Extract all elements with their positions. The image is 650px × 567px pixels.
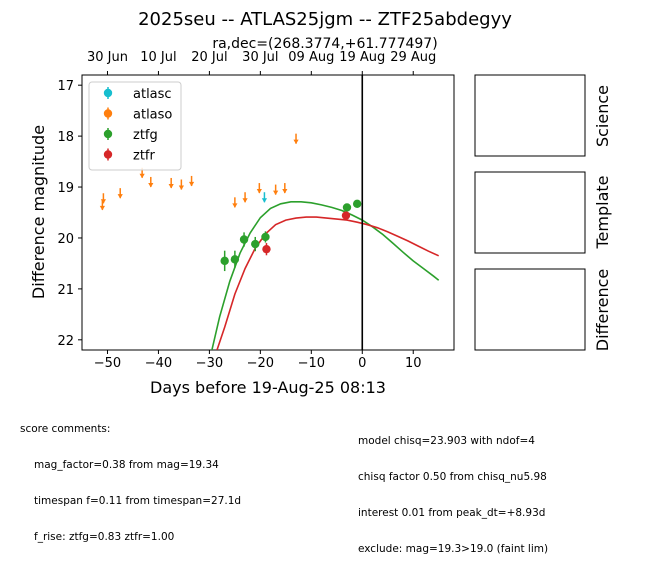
y-tick-label: 17 — [57, 79, 74, 94]
top-tick-label: 30 Jun — [87, 50, 128, 65]
light-curve-figure: 2025seu -- ATLAS25jgm -- ZTF25abdegyy ra… — [29, 9, 612, 397]
y-axis-ticks: 17 18 19 20 21 22 — [57, 79, 82, 349]
atlaso-upper-limit — [256, 183, 262, 194]
comment-line: chisq factor 0.50 from chisq_nu5.98 — [358, 471, 547, 483]
legend: atlasc atlaso ztfg ztfr — [88, 81, 182, 171]
comment-line: exclude: mag=19.3>19.0 (faint lim) — [358, 543, 549, 555]
x-tick-label: −10 — [298, 356, 325, 371]
difference-label: Difference — [593, 269, 612, 351]
top-tick-label: 10 Jul — [140, 50, 176, 65]
x-axis-label: Days before 19-Aug-25 08:13 — [150, 378, 386, 397]
model-curve-1 — [216, 216, 440, 350]
ztfr-point — [262, 243, 271, 256]
atlaso-upper-limit — [168, 177, 174, 189]
x-tick-label: −30 — [196, 356, 223, 371]
comment-line: model chisq=23.903 with ndof=4 — [358, 435, 535, 447]
legend-entry: ztfr — [103, 148, 155, 164]
score-comments: score comments: mag_factor=0.38 from mag… — [20, 399, 241, 555]
atlaso-upper-limit — [100, 193, 107, 204]
atlaso-upper-limit — [293, 133, 299, 145]
legend-label: ztfg — [133, 128, 158, 143]
ztfg-point — [239, 232, 249, 247]
x-tick-label: 10 — [405, 356, 422, 371]
model-curves — [211, 201, 440, 350]
y-tick-label: 19 — [57, 181, 74, 196]
legend-box — [88, 81, 182, 171]
y-tick-label: 20 — [57, 232, 74, 247]
y-tick-label: 21 — [57, 283, 74, 298]
chart-subtitle: ra,dec=(268.3774,+61.777497) — [212, 36, 437, 52]
legend-marker — [103, 88, 113, 98]
legend-entry: ztfg — [103, 128, 158, 143]
legend-entry: atlasc — [103, 87, 172, 102]
atlaso-upper-limit — [282, 183, 288, 194]
y-axis-label: Difference magnitude — [29, 125, 48, 299]
y-tick-label: 22 — [57, 334, 74, 349]
x-tick-label: −20 — [247, 356, 274, 371]
atlaso-upper-limit — [188, 175, 195, 187]
chart-title: 2025seu -- ATLAS25jgm -- ZTF25abdegyy — [138, 9, 512, 30]
legend-marker — [103, 109, 113, 118]
template-label: Template — [593, 175, 612, 249]
top-axis-ticks: 30 Jun 10 Jul 20 Jul 30 Jul 09 Aug 19 Aug 29 A… — [87, 50, 436, 75]
atlaso-upper-limit — [242, 192, 248, 203]
top-tick-label: 09 Aug — [288, 50, 334, 65]
legend-label: atlaso — [133, 108, 172, 123]
ztfg-point — [342, 203, 352, 212]
comment-line: interest 0.01 from peak_dt=+8.93d — [358, 507, 546, 519]
y-tick-label: 18 — [57, 130, 74, 145]
x-tick-label: −40 — [145, 356, 172, 371]
atlaso-upper-limit — [148, 176, 154, 188]
top-tick-label: 20 Jul — [191, 50, 227, 65]
model-curve-0 — [211, 201, 440, 350]
atlaso-upper-limit — [117, 188, 123, 199]
legend-label: atlasc — [133, 87, 172, 102]
x-axis-ticks: −50 −40 −30 −20 −10 0 10 — [94, 350, 422, 371]
ztfr-point — [341, 211, 351, 220]
science-stamp — [474, 74, 586, 157]
top-tick-label: 30 Jul — [242, 50, 278, 65]
ztfg-point — [251, 236, 260, 252]
score-comments-header: score comments: — [20, 423, 111, 435]
model-comments: model chisq=23.903 with ndof=4 chisq fac… — [358, 411, 548, 567]
comment-line: timespan f=0.11 from timespan=27.1d — [34, 495, 242, 507]
atlasc-upper-limit — [261, 192, 268, 203]
atlaso-upper-limit — [273, 184, 279, 196]
legend-label: ztfr — [133, 149, 155, 164]
comment-line: mag_factor=0.38 from mag=19.34 — [34, 459, 219, 471]
legend-marker — [103, 129, 113, 139]
ztfg-point — [261, 231, 270, 243]
legend-entry: atlaso — [103, 107, 172, 123]
atlaso-upper-limit — [232, 197, 238, 208]
template-stamp — [474, 171, 586, 254]
comment-line: f_rise: ztfg=0.83 ztfr=1.00 — [34, 531, 175, 543]
top-tick-label: 19 Aug — [339, 50, 385, 65]
x-tick-label: −50 — [94, 356, 121, 371]
atlaso-upper-limit — [178, 179, 184, 190]
ztfg-point — [230, 250, 240, 269]
legend-marker — [103, 150, 113, 159]
science-label: Science — [593, 85, 612, 147]
difference-stamp — [474, 268, 586, 351]
ztfg-point — [220, 250, 229, 272]
x-tick-label: 0 — [358, 356, 366, 371]
top-tick-label: 29 Aug — [390, 50, 436, 65]
ztfg-point — [352, 199, 362, 209]
data-points — [99, 133, 362, 272]
